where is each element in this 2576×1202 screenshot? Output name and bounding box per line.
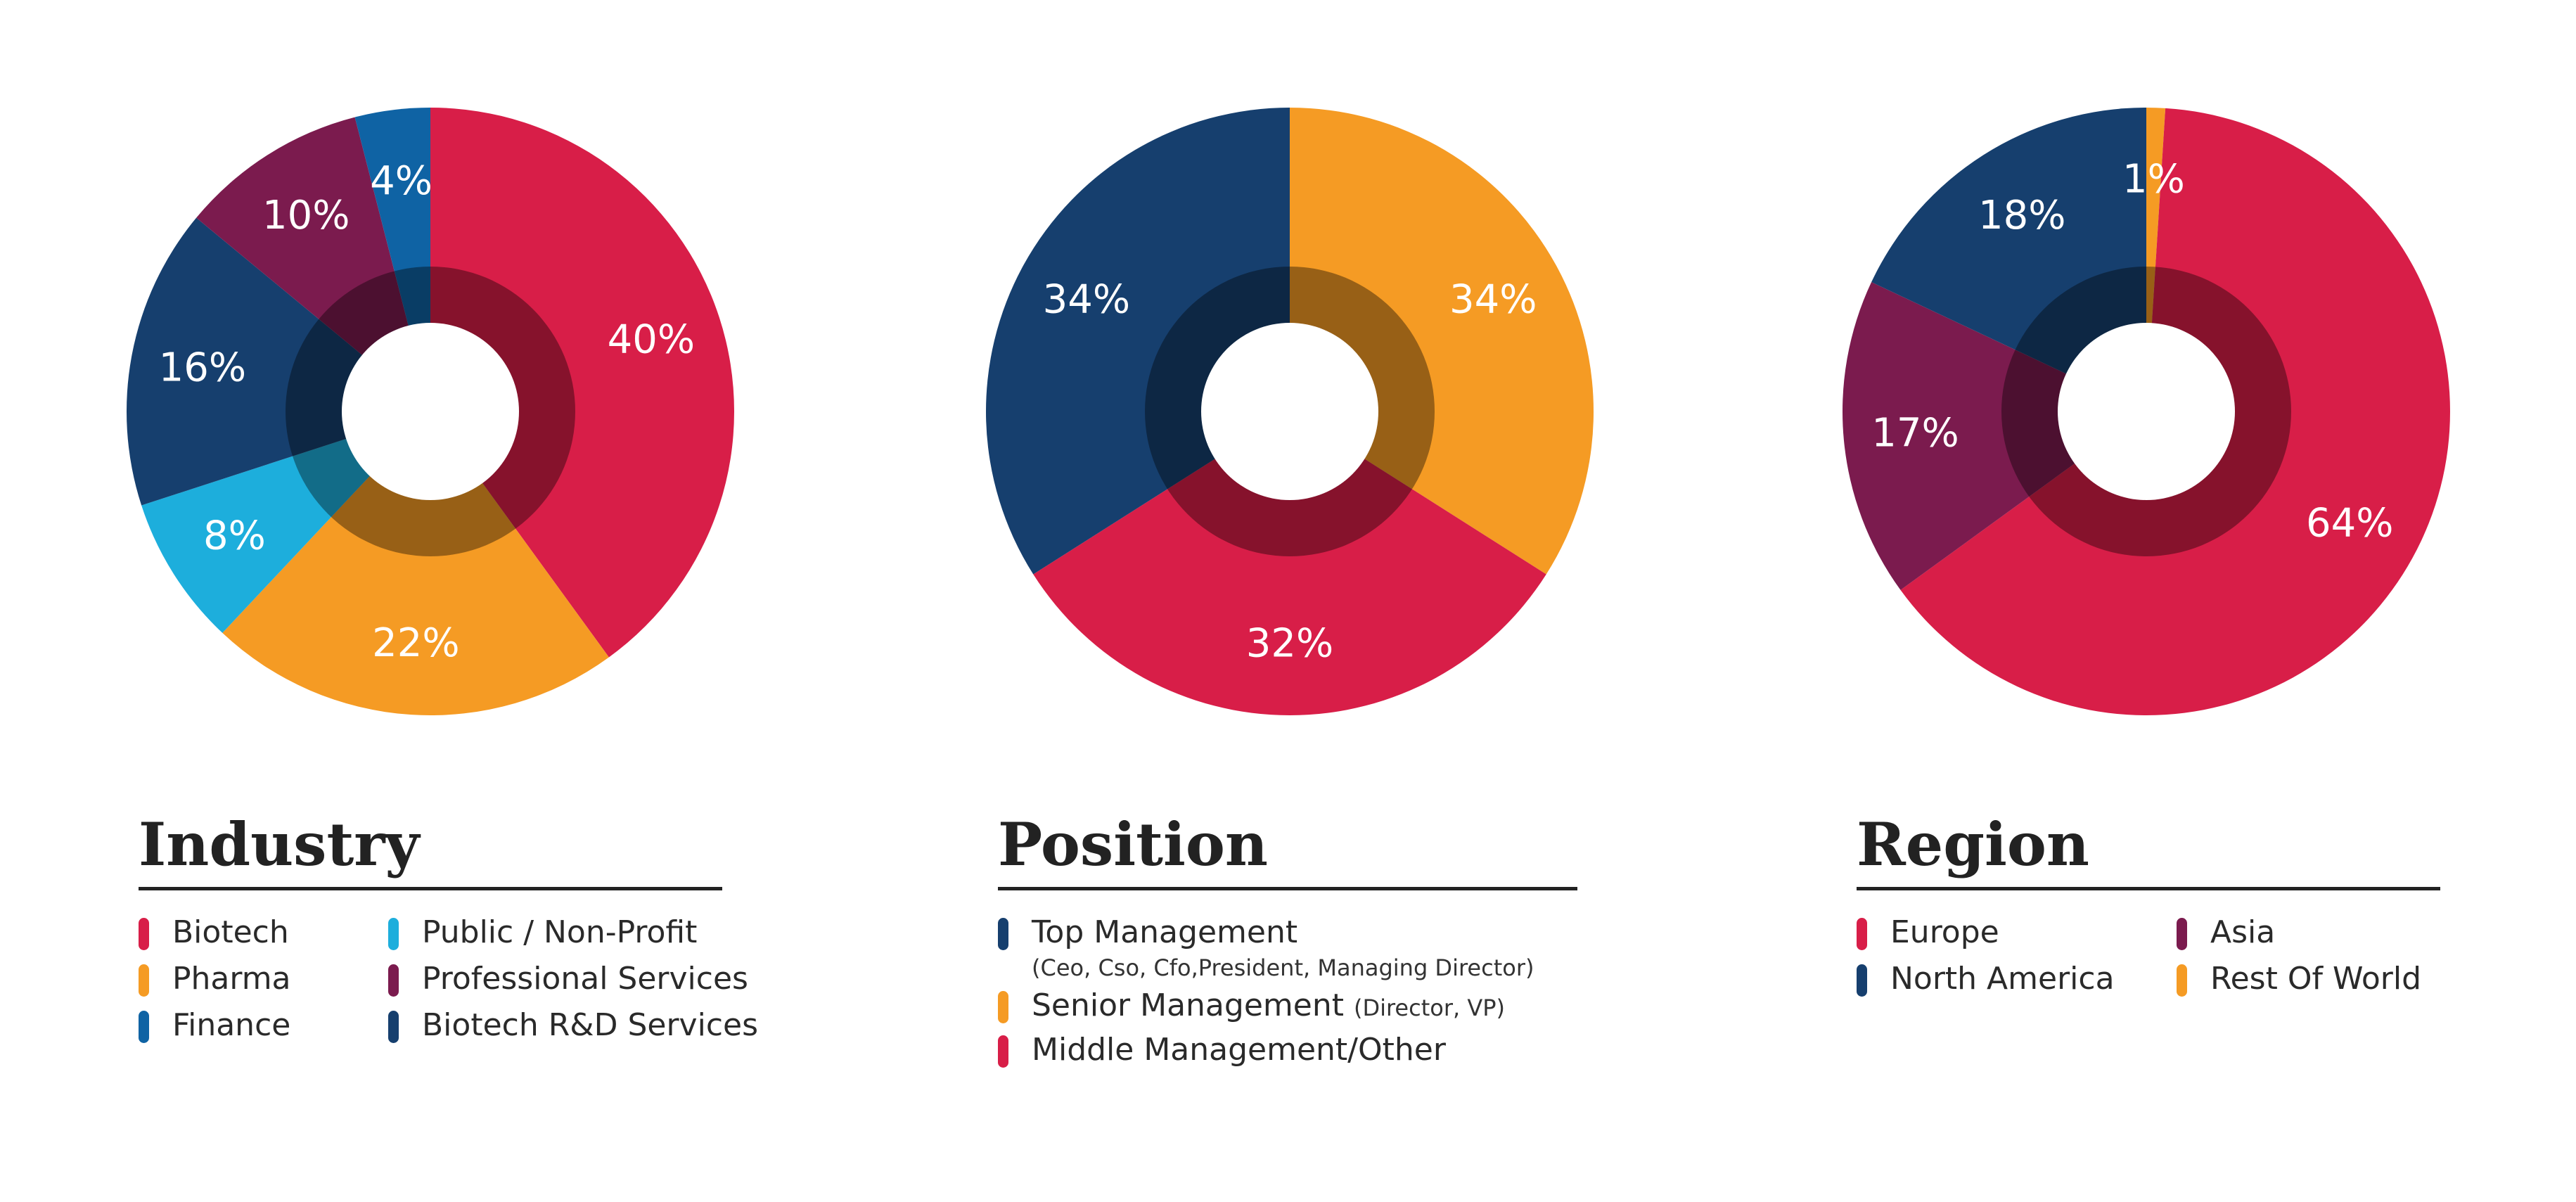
position-legend: Top Management (Ceo, Cso, Cfo,President, … — [998, 913, 1577, 1070]
region-legend-item-north-america: North America — [1857, 959, 2138, 999]
position-legend-inline-note: (Director, VP) — [1353, 995, 1505, 1022]
position-data-label-senior-management: 34% — [1449, 277, 1537, 323]
industry-slice-biotech — [430, 108, 735, 658]
region-slice-asia — [1842, 282, 2146, 590]
industry-legend-swatch — [388, 918, 399, 951]
position-legend-label: Top Management — [1032, 914, 1298, 951]
position-legend-note: (Ceo, Cso, Cfo,President, Managing Direc… — [1032, 954, 1534, 982]
industry-legend-text: Biotech — [172, 913, 289, 952]
industry-slice-public-non-profit — [141, 411, 430, 633]
position-legend-text: Senior Management (Director, VP) — [1032, 986, 1505, 1028]
position-legend-label: Middle Management/Other — [1032, 1032, 1446, 1068]
region-title-rule — [1857, 887, 2440, 891]
industry-slice-pharma — [222, 411, 609, 715]
industry-donut-hole — [342, 323, 519, 500]
region-legend-swatch — [1857, 964, 1867, 997]
region-data-label-europe: 64% — [2306, 501, 2393, 546]
position-legend-text: Middle Management/Other — [1032, 1030, 1446, 1070]
region-legend-label: Europe — [1890, 914, 1999, 951]
industry-data-label-pharma: 22% — [372, 620, 459, 666]
industry-legend-label: Biotech — [172, 914, 289, 951]
industry-slice-professional-services — [196, 117, 430, 411]
industry-legend-swatch — [388, 1011, 399, 1044]
industry-legend-swatch — [388, 964, 399, 997]
position-legend-swatch — [998, 1035, 1008, 1068]
region-title: Region — [1857, 810, 2089, 879]
region-legend-label: Rest Of World — [2210, 961, 2422, 997]
region-legend: Europe Asia North America Rest Of World — [1857, 913, 2440, 999]
industry-title-rule — [139, 887, 722, 891]
position-legend-text: Top Management (Ceo, Cso, Cfo,President, … — [1032, 913, 1534, 983]
industry-legend-item-biotech-r-d-services: Biotech R&D Services — [388, 1006, 758, 1045]
industry-data-label-professional-services: 10% — [262, 193, 350, 238]
region-legend-swatch — [2177, 964, 2187, 997]
position-legend-swatch — [998, 918, 1008, 951]
industry-legend-text: Finance — [172, 1006, 290, 1045]
position-legend-item-middle-management-other: Middle Management/Other — [998, 1030, 1577, 1070]
industry-legend-label: Biotech R&D Services — [422, 1007, 759, 1044]
position-slice-top-management — [985, 107, 1290, 575]
position-donut-hole — [1201, 323, 1378, 500]
industry-data-label-finance: 4% — [370, 158, 432, 204]
industry-panel: Industry Biotech Public / Non-Profit Pharm… — [139, 810, 758, 1045]
position-slice-middle-management-other — [1033, 411, 1546, 716]
industry-legend-label: Finance — [172, 1007, 291, 1044]
region-data-label-north-america: 18% — [1978, 193, 2065, 238]
industry-donut-chart: 40% 22% 8% 16% 10% 4% — [126, 108, 735, 715]
region-legend-item-asia: Asia — [2177, 913, 2444, 952]
position-legend-item-top-management: Top Management (Ceo, Cso, Cfo,President, … — [998, 913, 1577, 983]
position-slice-senior-management — [1290, 107, 1594, 575]
industry-legend-item-finance: Finance — [139, 1006, 350, 1045]
position-title-rule — [998, 887, 1577, 891]
position-legend-swatch — [998, 991, 1008, 1024]
region-legend-item-europe: Europe — [1857, 913, 2138, 952]
region-panel: Region Europe Asia North America Rest Of Wo… — [1857, 812, 2440, 999]
position-data-label-top-management: 34% — [1043, 277, 1130, 323]
industry-legend-label: Professional Services — [422, 961, 748, 997]
industry-legend-swatch — [139, 1011, 149, 1044]
industry-legend-swatch — [139, 918, 149, 951]
region-legend-label: North America — [1890, 961, 2115, 997]
industry-legend-text: Professional Services — [422, 959, 748, 999]
industry-title: Industry — [139, 810, 420, 879]
industry-legend-label: Public / Non-Profit — [422, 914, 698, 951]
region-legend-text: Europe — [1890, 913, 1999, 952]
industry-legend-text: Public / Non-Profit — [422, 913, 697, 952]
position-donut-chart: 34% 32% 34% — [985, 107, 1594, 716]
position-title: Position — [998, 810, 1268, 879]
region-data-label-asia: 17% — [1871, 411, 1959, 456]
industry-legend-item-pharma: Pharma — [139, 959, 350, 999]
region-legend-text: North America — [1890, 959, 2115, 999]
region-legend-text: Rest Of World — [2210, 959, 2421, 999]
region-slice-north-america — [1871, 107, 2146, 411]
industry-data-label-biotech-r-d-services: 16% — [159, 345, 246, 391]
industry-data-label-biotech: 40% — [608, 317, 695, 363]
region-data-label-rest-of-world: 1% — [2122, 157, 2185, 203]
position-panel: Position Top Management (Ceo, Cso, Cfo,Pr… — [998, 812, 1577, 1070]
industry-legend-swatch — [139, 964, 149, 997]
region-legend-item-rest-of-world: Rest Of World — [2177, 959, 2444, 999]
position-data-label-middle-management-other: 32% — [1246, 621, 1333, 667]
region-legend-label: Asia — [2210, 914, 2276, 951]
region-legend-text: Asia — [2210, 913, 2275, 952]
region-legend-swatch — [2177, 918, 2187, 951]
position-legend-label: Senior Management — [1032, 987, 1344, 1024]
industry-legend-text: Pharma — [172, 959, 291, 999]
industry-data-label-public-non-profit: 8% — [203, 513, 266, 558]
region-donut-chart: 1% 64% 17% 18% — [1842, 107, 2450, 715]
industry-legend-item-biotech: Biotech — [139, 913, 350, 952]
position-legend-item-senior-management: Senior Management (Director, VP) — [998, 986, 1577, 1028]
industry-legend-item-professional-services: Professional Services — [388, 959, 754, 999]
region-donut-hole — [2058, 323, 2235, 500]
industry-legend: Biotech Public / Non-Profit Pharma Professi… — [139, 913, 758, 1045]
industry-legend-text: Biotech R&D Services — [422, 1006, 758, 1045]
industry-legend-item-public-non-profit: Public / Non-Profit — [388, 913, 754, 952]
industry-legend-label: Pharma — [172, 961, 291, 997]
region-legend-swatch — [1857, 918, 1867, 951]
